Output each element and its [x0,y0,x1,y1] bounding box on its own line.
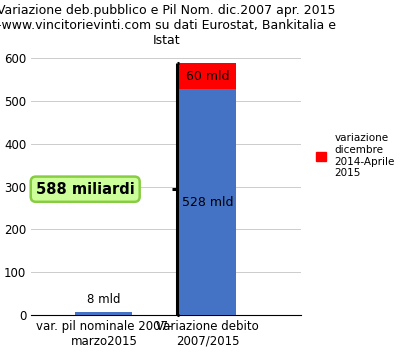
Text: 60 mld: 60 mld [186,70,229,83]
Legend: variazione
dicembre
2014-Aprile
2015: variazione dicembre 2014-Aprile 2015 [311,129,399,182]
Text: 528 mld: 528 mld [182,195,234,208]
Title: Variazione deb.pubblico e Pil Nom. dic.2007 apr. 2015
-www.vincitorievinti.com s: Variazione deb.pubblico e Pil Nom. dic.2… [0,4,336,47]
Bar [76,312,133,315]
Bar [179,63,236,89]
Bar [179,89,236,315]
Text: 8 mld: 8 mld [87,294,121,306]
Text: 588 miliardi: 588 miliardi [36,182,135,197]
